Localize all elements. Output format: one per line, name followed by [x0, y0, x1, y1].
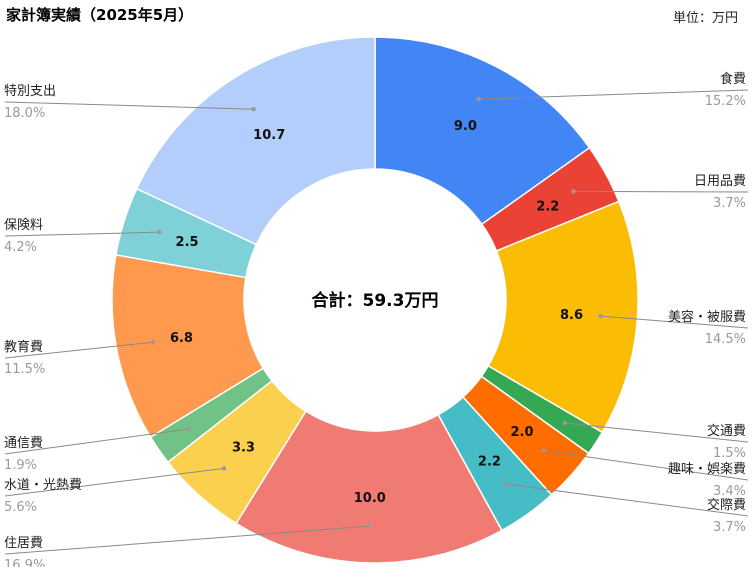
- percent-label-5: 3.7%: [713, 520, 746, 535]
- percent-label-3: 1.5%: [713, 446, 746, 461]
- chart-title: 家計簿実績（2025年5月）: [6, 6, 193, 24]
- leader-dot-8: [186, 426, 192, 432]
- value-label-9: 6.8: [170, 331, 193, 346]
- leader-dot-0: [476, 96, 482, 102]
- slices: [111, 36, 639, 564]
- unit-label: 単位：万円: [673, 10, 738, 26]
- percent-label-6: 16.9%: [4, 558, 45, 567]
- slice-9: [111, 254, 265, 439]
- category-label-10: 保険料: [4, 218, 43, 233]
- leader-line-2: [600, 315, 749, 329]
- leader-line-8: [4, 428, 190, 455]
- percent-label-9: 11.5%: [4, 362, 45, 377]
- percent-label-4: 3.4%: [713, 484, 746, 499]
- value-label-4: 2.0: [510, 425, 533, 440]
- percent-label-10: 4.2%: [4, 240, 37, 255]
- category-label-2: 美容・被服費: [668, 309, 746, 325]
- category-label-0: 食費: [720, 71, 746, 87]
- leader-line-3: [564, 422, 749, 443]
- slice-0: [374, 36, 591, 226]
- percent-label-8: 1.9%: [4, 458, 37, 473]
- category-label-9: 教育費: [4, 339, 43, 355]
- percent-label-0: 15.2%: [705, 94, 746, 109]
- leader-line-4: [543, 450, 749, 481]
- value-label-10: 2.5: [176, 235, 199, 250]
- leader-line-10: [4, 231, 160, 237]
- category-label-11: 特別支出: [4, 84, 56, 99]
- value-label-7: 3.3: [232, 441, 255, 456]
- leader-line-11: [4, 101, 254, 110]
- leader-line-0: [478, 89, 749, 100]
- leader-dot-2: [598, 313, 603, 319]
- value-label-11: 10.7: [253, 128, 285, 143]
- slice-2: [487, 200, 639, 434]
- leader-line-6: [4, 525, 370, 555]
- percent-label-2: 14.5%: [705, 332, 746, 347]
- leader-dot-4: [541, 448, 546, 453]
- slice-6: [235, 410, 503, 564]
- leader-line-7: [4, 467, 225, 497]
- category-label-4: 趣味・娯楽費: [668, 461, 746, 477]
- percent-label-1: 3.7%: [713, 196, 746, 211]
- value-label-5: 2.2: [478, 454, 501, 469]
- category-label-7: 水道・光熱費: [4, 478, 82, 493]
- outside-labels: 食費 15.2% 日用品費 3.7% 美容・被服費 14.5% 交通費 1.5%趣味・娯楽費 3…: [4, 71, 749, 567]
- leader-dot-11: [251, 106, 256, 112]
- value-label-2: 8.6: [560, 308, 583, 323]
- leader-dot-5: [504, 481, 509, 487]
- leader-dot-6: [366, 523, 372, 529]
- category-label-5: 交際費: [707, 497, 746, 513]
- category-label-3: 交通費: [707, 423, 746, 439]
- category-label-6: 住居費: [4, 536, 43, 551]
- value-label-6: 10.0: [354, 491, 386, 506]
- value-label-0: 9.0: [454, 119, 477, 134]
- leader-dot-1: [571, 189, 576, 194]
- percent-label-11: 18.0%: [4, 106, 45, 121]
- percent-label-7: 5.6%: [4, 500, 37, 515]
- center-total-label: 合計：59.3万円: [312, 290, 439, 311]
- value-labels: 9.0 2.2 8.6 2.0 2.2 10.0 3.3 6.8 2.5 10.7: [170, 119, 583, 506]
- leader-dot-3: [562, 420, 568, 426]
- category-label-1: 日用品費: [694, 174, 746, 189]
- leader-dot-9: [150, 340, 156, 345]
- slice-11: [135, 36, 376, 246]
- value-label-1: 2.2: [536, 199, 559, 214]
- leader-line-5: [506, 483, 749, 517]
- category-label-8: 通信費: [4, 436, 43, 451]
- leader-line-9: [4, 341, 153, 359]
- leader-dot-10: [157, 229, 162, 235]
- leader-line-1: [573, 190, 749, 193]
- leader-dot-7: [221, 466, 227, 471]
